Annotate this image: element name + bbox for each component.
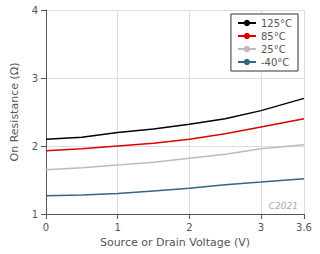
svg-text:2: 2 bbox=[32, 141, 38, 152]
svg-text:1: 1 bbox=[32, 209, 38, 220]
svg-text:C2021: C2021 bbox=[269, 201, 298, 211]
svg-text:On Resistance (Ω): On Resistance (Ω) bbox=[8, 63, 21, 162]
svg-text:25°C: 25°C bbox=[261, 44, 286, 55]
svg-text:Source or Drain Voltage (V): Source or Drain Voltage (V) bbox=[100, 236, 250, 249]
svg-text:3: 3 bbox=[32, 73, 38, 84]
svg-text:4: 4 bbox=[32, 5, 38, 16]
svg-text:2: 2 bbox=[186, 222, 192, 233]
svg-text:3.6: 3.6 bbox=[296, 222, 312, 233]
svg-text:-40°C: -40°C bbox=[261, 57, 289, 68]
svg-text:125°C: 125°C bbox=[261, 18, 292, 29]
svg-text:3: 3 bbox=[258, 222, 264, 233]
svg-text:1: 1 bbox=[114, 222, 120, 233]
svg-text:0: 0 bbox=[43, 222, 49, 233]
svg-text:85°C: 85°C bbox=[261, 31, 286, 42]
